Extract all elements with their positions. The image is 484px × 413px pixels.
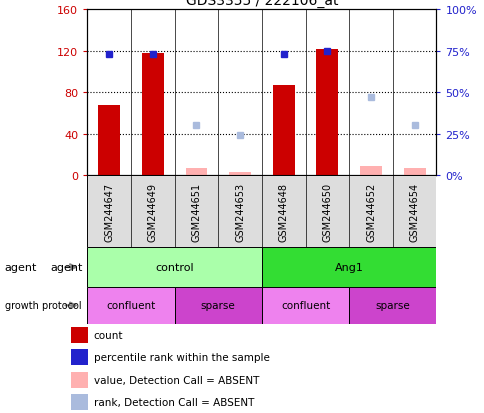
Bar: [71, 328, 87, 343]
Text: growth protocol: growth protocol: [5, 301, 81, 311]
Bar: [141, 54, 163, 176]
Title: GDS3355 / 222106_at: GDS3355 / 222106_at: [185, 0, 337, 8]
Bar: [71, 349, 87, 366]
Text: percentile rank within the sample: percentile rank within the sample: [94, 353, 269, 363]
Text: GSM244649: GSM244649: [148, 182, 157, 241]
Text: count: count: [94, 330, 123, 340]
Bar: [174, 287, 261, 324]
Text: control: control: [155, 262, 194, 273]
Bar: [272, 86, 294, 176]
Bar: [98, 105, 120, 176]
Text: confluent: confluent: [280, 301, 330, 311]
Text: agent: agent: [50, 262, 82, 273]
Bar: [228, 173, 250, 176]
Text: GSM244652: GSM244652: [365, 182, 375, 241]
Text: GSM244650: GSM244650: [322, 182, 332, 241]
Bar: [71, 394, 87, 410]
Text: GSM244651: GSM244651: [191, 182, 201, 241]
Text: agent: agent: [5, 262, 37, 273]
Bar: [71, 372, 87, 388]
Bar: [403, 169, 424, 176]
Bar: [359, 166, 381, 176]
Text: confluent: confluent: [106, 301, 155, 311]
Bar: [316, 50, 337, 176]
Bar: [185, 169, 207, 176]
Bar: [261, 248, 436, 287]
Text: GSM244653: GSM244653: [235, 182, 244, 241]
Text: GSM244647: GSM244647: [104, 182, 114, 241]
Text: value, Detection Call = ABSENT: value, Detection Call = ABSENT: [94, 375, 258, 385]
Text: rank, Detection Call = ABSENT: rank, Detection Call = ABSENT: [94, 397, 254, 407]
Bar: [87, 248, 261, 287]
Bar: [87, 287, 174, 324]
Text: sparse: sparse: [200, 301, 235, 311]
Text: GSM244648: GSM244648: [278, 182, 288, 241]
Text: sparse: sparse: [375, 301, 409, 311]
Text: Ang1: Ang1: [334, 262, 363, 273]
Bar: [261, 287, 348, 324]
Text: GSM244654: GSM244654: [409, 182, 419, 241]
Bar: [348, 287, 436, 324]
